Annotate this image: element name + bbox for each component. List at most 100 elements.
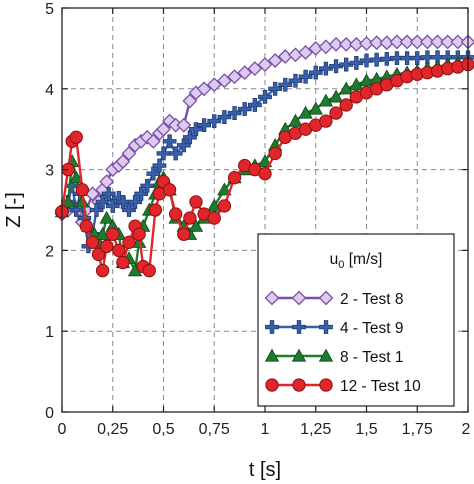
data-point bbox=[278, 77, 293, 92]
data-point bbox=[140, 178, 155, 193]
data-point bbox=[339, 98, 353, 112]
data-point bbox=[258, 89, 272, 104]
data-point bbox=[116, 255, 130, 270]
data-point bbox=[145, 133, 161, 149]
data-point bbox=[206, 77, 222, 93]
data-point bbox=[369, 35, 385, 51]
y-tick-label: 5 bbox=[45, 1, 54, 18]
x-tick-label: 0,25 bbox=[97, 421, 128, 438]
data-point bbox=[319, 114, 333, 128]
data-point bbox=[318, 290, 334, 306]
data-point bbox=[319, 320, 333, 334]
data-point bbox=[420, 50, 435, 65]
y-tick-label: 4 bbox=[45, 82, 54, 99]
data-point bbox=[237, 102, 252, 116]
data-point bbox=[399, 34, 415, 50]
y-tick-label: 3 bbox=[45, 163, 54, 180]
data-point bbox=[182, 93, 198, 109]
data-point bbox=[216, 73, 232, 89]
data-point bbox=[79, 219, 94, 233]
data-point bbox=[169, 207, 183, 221]
data-point bbox=[359, 53, 374, 68]
data-point bbox=[168, 146, 183, 161]
data-point bbox=[95, 263, 110, 278]
data-point bbox=[176, 138, 191, 153]
data-point bbox=[89, 203, 104, 217]
legend-item: 8 - Test 1 bbox=[264, 348, 403, 366]
data-point bbox=[318, 39, 334, 55]
data-point bbox=[419, 34, 435, 50]
data-point bbox=[440, 34, 456, 50]
data-point bbox=[69, 170, 84, 184]
data-point bbox=[339, 81, 354, 95]
data-point bbox=[146, 166, 161, 181]
data-point bbox=[267, 53, 283, 68]
data-point bbox=[217, 199, 232, 213]
data-point bbox=[257, 57, 273, 72]
data-point bbox=[268, 146, 282, 161]
data-point bbox=[247, 61, 263, 77]
data-point bbox=[328, 36, 344, 52]
data-point bbox=[410, 51, 425, 65]
data-point bbox=[156, 146, 171, 161]
data-point bbox=[308, 65, 323, 80]
data-point bbox=[298, 69, 313, 84]
data-point bbox=[122, 203, 136, 217]
data-point bbox=[99, 210, 114, 224]
data-point bbox=[298, 45, 314, 60]
series-circle bbox=[55, 57, 474, 278]
legend-item: 12 - Test 10 bbox=[265, 378, 421, 395]
data-point bbox=[400, 51, 414, 65]
data-point bbox=[128, 195, 142, 209]
data-point bbox=[339, 57, 354, 72]
data-point bbox=[264, 348, 280, 362]
data-point bbox=[247, 98, 262, 112]
data-point bbox=[258, 166, 272, 181]
y-tick-label: 1 bbox=[45, 324, 54, 341]
data-point bbox=[122, 235, 136, 249]
data-point bbox=[328, 89, 344, 103]
data-point bbox=[329, 59, 343, 74]
data-point bbox=[105, 199, 120, 213]
data-point bbox=[318, 93, 334, 107]
data-point bbox=[134, 186, 149, 201]
data-point bbox=[450, 34, 466, 50]
data-point bbox=[162, 134, 177, 149]
data-point bbox=[227, 69, 242, 85]
data-point bbox=[264, 290, 280, 306]
legend-label: 8 - Test 1 bbox=[340, 349, 403, 366]
data-point bbox=[430, 34, 445, 50]
data-point bbox=[189, 122, 203, 137]
y-tick-label: 2 bbox=[45, 243, 54, 260]
data-point bbox=[207, 114, 222, 129]
data-point bbox=[95, 195, 110, 209]
data-point bbox=[291, 348, 307, 362]
legend-item: 2 - Test 8 bbox=[264, 290, 403, 308]
data-point bbox=[95, 226, 110, 240]
data-point bbox=[349, 56, 364, 70]
data-point bbox=[319, 378, 333, 392]
data-point bbox=[308, 101, 323, 115]
data-point bbox=[115, 154, 131, 169]
x-tick-label: 2 bbox=[462, 421, 471, 438]
data-point bbox=[257, 154, 273, 168]
data-point bbox=[75, 194, 90, 208]
legend-label: 2 - Test 8 bbox=[340, 291, 403, 308]
data-point bbox=[329, 106, 343, 120]
data-point bbox=[85, 235, 100, 249]
data-point bbox=[60, 194, 76, 208]
data-point bbox=[121, 146, 137, 161]
data-point bbox=[101, 186, 116, 201]
data-point bbox=[268, 81, 283, 96]
y-tick-label: 0 bbox=[45, 405, 54, 422]
data-point bbox=[217, 110, 232, 124]
x-tick-label: 1 bbox=[261, 421, 270, 438]
data-point bbox=[288, 47, 303, 63]
data-point bbox=[288, 73, 303, 88]
data-point bbox=[265, 320, 279, 334]
data-point bbox=[112, 243, 126, 258]
data-point bbox=[291, 290, 307, 306]
data-point bbox=[217, 182, 232, 196]
legend-item: 4 - Test 9 bbox=[265, 320, 403, 337]
